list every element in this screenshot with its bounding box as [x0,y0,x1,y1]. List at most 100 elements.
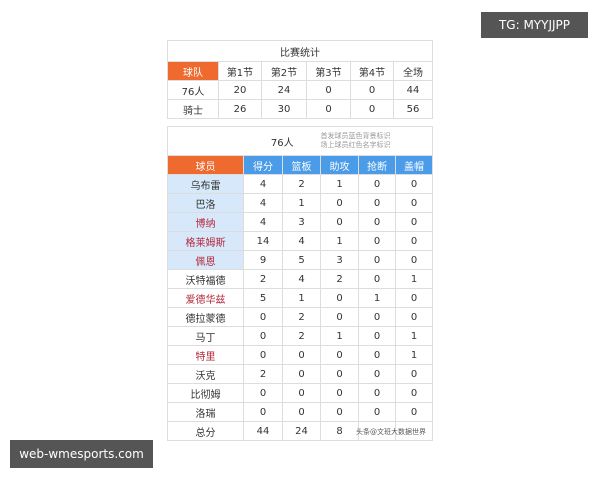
stat-cell: 24 [282,421,321,441]
player-name: 特里 [167,345,244,365]
player-row: 德拉蒙德 0 2 0 0 0 [167,307,433,327]
stat-cell: 0 [358,212,396,232]
stat-cell: 0 [395,250,433,270]
stat-cell: 0 [282,402,321,422]
total-label: 总分 [167,421,244,441]
stat-cell: 0 [395,231,433,251]
stat-cell: 5 [243,288,283,308]
stat-cell: 3 [320,250,359,270]
stat-cell: 0 [243,383,283,403]
stat-cell: 0 [395,174,433,194]
stat-cell: 4 [243,193,283,213]
stat-cell: 4 [282,231,321,251]
team-name-cell: 骑士 [167,99,219,119]
stat-cell: 2 [243,364,283,384]
column-header: 第4节 [350,61,394,81]
stat-cell: 0 [358,326,396,346]
stat-cell: 0 [243,345,283,365]
stat-cell: 2 [282,326,321,346]
stat-cell: 0 [395,307,433,327]
header-row: 球员 得分 篮板 助攻 抢断 盖帽 [167,155,433,175]
stat-cell: 0 [358,345,396,365]
source-overlay: 头条@文班大数据世界 [356,428,426,436]
stat-cell: 1 [358,288,396,308]
stat-cell: 1 [395,269,433,289]
player-row: 特里 0 0 0 0 1 [167,345,433,365]
quarter-score-table: 比赛统计 球队 第1节 第2节 第3节 第4节 全场 76人 20 24 0 0 44 骑士 26 30 0… [166,40,434,119]
score-cell: 24 [261,80,307,100]
stat-cell: 2 [243,269,283,289]
stat-cell: 4 [243,212,283,232]
player-name: 沃克 [167,364,244,384]
player-row: 佩恩 9 5 3 0 0 [167,250,433,270]
player-row: 沃克 2 0 0 0 0 [167,364,433,384]
total-row: 总分 44 24 8 [167,421,433,441]
stat-cell: 0 [395,402,433,422]
stat-cell: 0 [358,193,396,213]
score-cell: 0 [306,99,351,119]
column-header: 球员 [167,155,244,175]
player-row: 比彻姆 0 0 0 0 0 [167,383,433,403]
stat-cell: 0 [358,231,396,251]
team-name: 76人 [167,126,321,156]
score-cell: 30 [261,99,307,119]
stat-cell: 0 [358,269,396,289]
stat-cell: 0 [320,364,359,384]
team-row: 骑士 26 30 0 0 56 [167,99,434,119]
stat-cell: 0 [282,364,321,384]
stat-cell: 2 [282,174,321,194]
column-header: 第1节 [218,61,262,81]
stat-cell: 0 [243,307,283,327]
stat-cell: 0 [320,345,359,365]
player-row: 沃特福德 2 4 2 0 1 [167,269,433,289]
stat-cell: 8 [320,421,359,441]
stat-cell: 1 [320,174,359,194]
stat-cell: 1 [395,326,433,346]
score-cell: 0 [306,80,351,100]
stat-cell: 0 [395,193,433,213]
stat-cell: 0 [320,212,359,232]
stat-cell: 0 [395,288,433,308]
watermark-bottom: web-wmesports.com [10,440,153,468]
stat-cell: 9 [243,250,283,270]
stat-cell [395,421,433,441]
score-cell: 56 [392,99,434,119]
team-row: 76人 20 24 0 0 44 [167,80,434,100]
legend-note: 首发球员蓝色背景标识 场上球员红色名字标识 [320,126,433,156]
player-name: 巴洛 [167,193,244,213]
stat-cell: 1 [282,288,321,308]
stat-cell: 0 [395,212,433,232]
stat-cell: 1 [395,345,433,365]
stat-cell: 2 [282,307,321,327]
player-name: 马丁 [167,326,244,346]
watermark-top: TG: MYYJJPP [481,12,588,38]
score-cell: 0 [350,99,394,119]
column-header: 篮板 [282,155,321,175]
score-cell: 26 [218,99,262,119]
stat-cell: 0 [395,364,433,384]
stat-cell: 4 [282,269,321,289]
player-row: 洛瑞 0 0 0 0 0 [167,402,433,422]
stat-cell: 1 [282,193,321,213]
stat-cell: 0 [320,383,359,403]
player-name: 博纳 [167,212,244,232]
stat-cell: 0 [320,288,359,308]
player-name: 格莱姆斯 [167,231,244,251]
player-name: 沃特福德 [167,269,244,289]
score-cell: 20 [218,80,262,100]
player-row: 乌布雷 4 2 1 0 0 [167,174,433,194]
player-row: 格莱姆斯 14 4 1 0 0 [167,231,433,251]
stat-cell: 0 [358,402,396,422]
stat-cell: 2 [320,269,359,289]
column-header: 得分 [243,155,283,175]
stat-cell: 3 [282,212,321,232]
stat-cell: 0 [320,193,359,213]
stat-cell: 1 [320,231,359,251]
player-name: 爱德华兹 [167,288,244,308]
column-header: 第3节 [306,61,351,81]
stat-cell: 0 [320,307,359,327]
player-name: 德拉蒙德 [167,307,244,327]
player-name: 洛瑞 [167,402,244,422]
table-title: 比赛统计 [166,40,434,62]
stat-cell: 1 [320,326,359,346]
